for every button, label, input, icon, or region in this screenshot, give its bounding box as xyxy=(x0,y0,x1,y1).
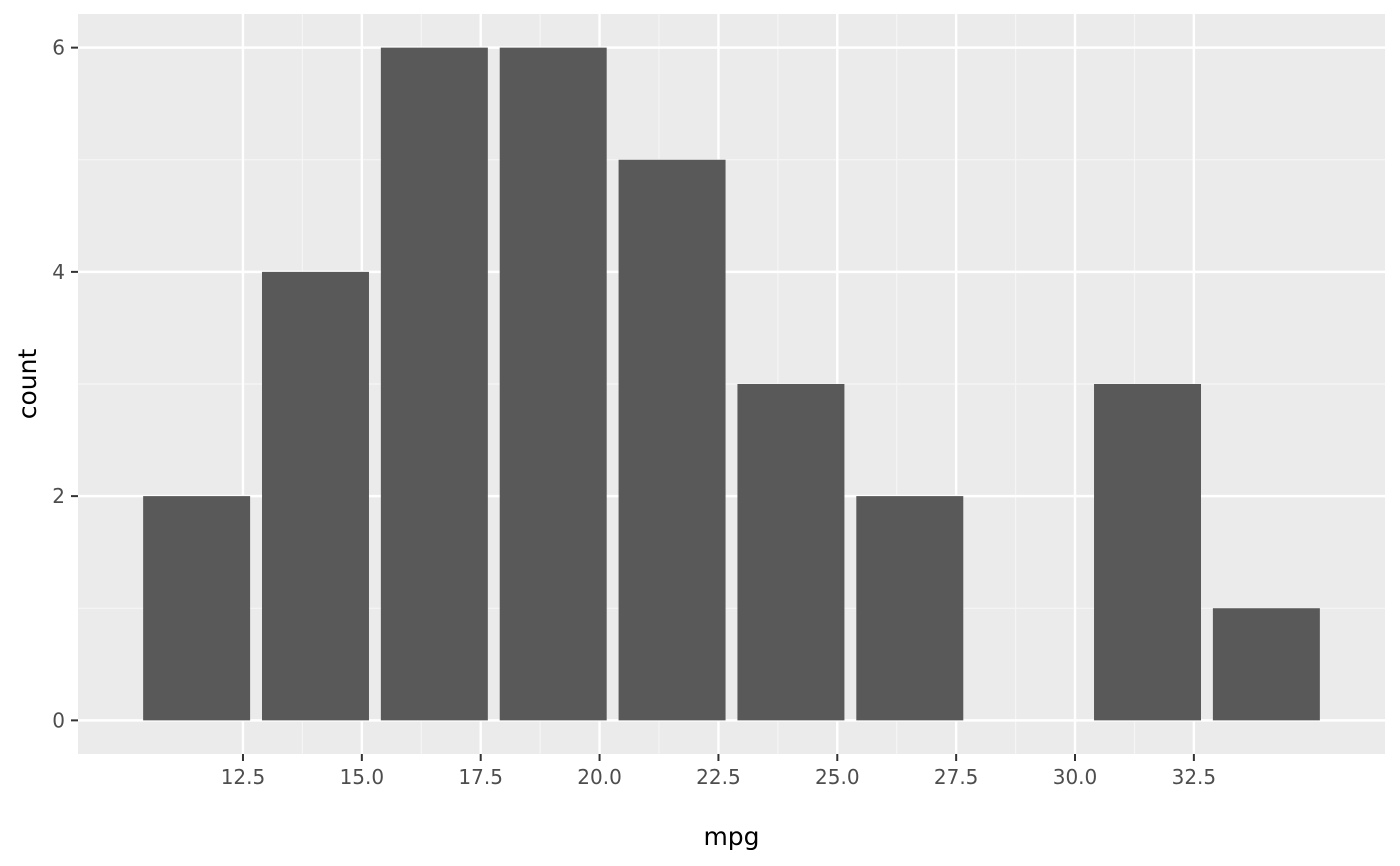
y-tick-label: 2 xyxy=(52,484,65,508)
histogram-bar xyxy=(1094,384,1202,721)
histogram-bars xyxy=(143,47,1320,721)
x-tick-label: 25.0 xyxy=(815,765,860,789)
histogram-bar xyxy=(499,47,607,721)
y-tick-label: 0 xyxy=(52,708,65,732)
x-tick-label: 30.0 xyxy=(1053,765,1098,789)
x-tick-label: 12.5 xyxy=(221,765,266,789)
histogram-bar xyxy=(1212,608,1320,721)
histogram-bar xyxy=(856,496,964,721)
histogram-bar xyxy=(618,159,726,721)
histogram-bar xyxy=(737,384,845,721)
y-axis: 0 2 4 6 xyxy=(52,36,78,732)
histogram-bar xyxy=(380,47,488,721)
x-axis-title: mpg xyxy=(703,822,759,851)
x-tick-label: 15.0 xyxy=(340,765,385,789)
y-tick-label: 6 xyxy=(52,36,65,60)
y-tick-label: 4 xyxy=(52,260,65,284)
x-tick-label: 22.5 xyxy=(696,765,741,789)
histogram-bar xyxy=(143,496,251,721)
x-tick-label: 27.5 xyxy=(934,765,979,789)
x-tick-label: 32.5 xyxy=(1172,765,1217,789)
histogram-bar xyxy=(261,271,369,721)
x-axis: 12.5 15.0 17.5 20.0 22.5 25.0 27.5 30.0 32.5 xyxy=(221,754,1216,789)
x-tick-label: 20.0 xyxy=(577,765,622,789)
y-axis-title: count xyxy=(13,349,42,420)
x-tick-label: 17.5 xyxy=(458,765,503,789)
